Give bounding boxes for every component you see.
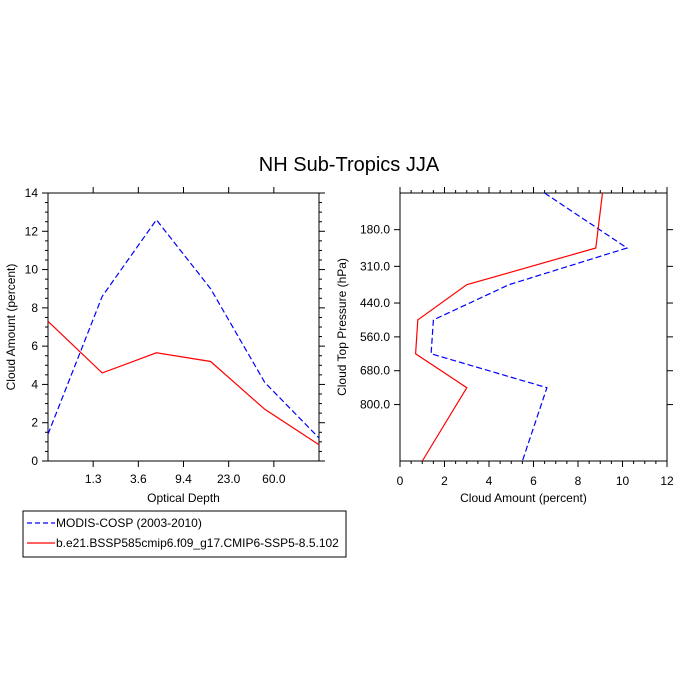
x-axis-label: Optical Depth xyxy=(147,491,220,505)
x-tick-label: 9.4 xyxy=(175,472,192,486)
x-axis-label: Cloud Amount (percent) xyxy=(460,491,587,505)
plot-frame xyxy=(399,192,668,462)
legend-box xyxy=(22,510,347,558)
y-tick-label: 2 xyxy=(31,416,38,430)
x-tick-label: 12 xyxy=(660,474,674,488)
legend-label-modis: MODIS-COSP (2003-2010) xyxy=(56,516,202,530)
x-tick-label: 10 xyxy=(616,474,630,488)
y-tick-label: 6 xyxy=(31,339,38,353)
y-tick-label: 10 xyxy=(25,263,39,277)
x-tick-label: 1.3 xyxy=(85,472,102,486)
y-tick-label: 560.0 xyxy=(360,330,390,344)
y-tick-label: 800.0 xyxy=(360,398,390,412)
series-line-model xyxy=(414,192,604,462)
x-tick-label: 4 xyxy=(486,474,493,488)
y-axis-label: Cloud Amount (percent) xyxy=(4,264,18,391)
x-tick-label: 0 xyxy=(397,474,404,488)
x-tick-label: 8 xyxy=(575,474,582,488)
y-tick-label: 680.0 xyxy=(360,364,390,378)
chart-title: NH Sub-Tropics JJA xyxy=(259,154,440,176)
y-tick-label: 440.0 xyxy=(360,296,390,310)
x-tick-label: 60.0 xyxy=(262,472,286,486)
series-line-modis xyxy=(430,192,629,462)
y-tick-label: 310.0 xyxy=(360,259,390,273)
x-tick-label: 3.6 xyxy=(130,472,147,486)
legend-label-model: b.e21.BSSP585cmip6.f09_g17.CMIP6-SSP5-8.… xyxy=(56,536,339,550)
plot-frame xyxy=(47,192,320,462)
x-tick-label: 6 xyxy=(530,474,537,488)
y-axis-label: Cloud Top Pressure (hPa) xyxy=(335,258,349,396)
y-tick-label: 14 xyxy=(25,186,39,200)
legend: MODIS-COSP (2003-2010) b.e21.BSSP585cmip… xyxy=(22,510,347,558)
series-line-model xyxy=(47,320,320,446)
y-tick-label: 4 xyxy=(31,377,38,391)
x-tick-label: 23.0 xyxy=(217,472,241,486)
y-tick-label: 180.0 xyxy=(360,223,390,237)
x-tick-label: 2 xyxy=(441,474,448,488)
optical-depth-panel: 0 2 4 6 8 10 12 14 1.3 3.6 9.4 23.0 60.0 Optical Dept… xyxy=(4,186,325,505)
y-tick-label: 0 xyxy=(31,454,38,468)
y-tick-label: 12 xyxy=(25,224,39,238)
series-line-modis xyxy=(47,218,320,439)
cloud-top-pressure-panel: 0 2 4 6 8 10 12 180.0 310.0 440.0 560.0 680.0 800.0 C… xyxy=(335,187,674,505)
y-tick-label: 8 xyxy=(31,301,38,315)
